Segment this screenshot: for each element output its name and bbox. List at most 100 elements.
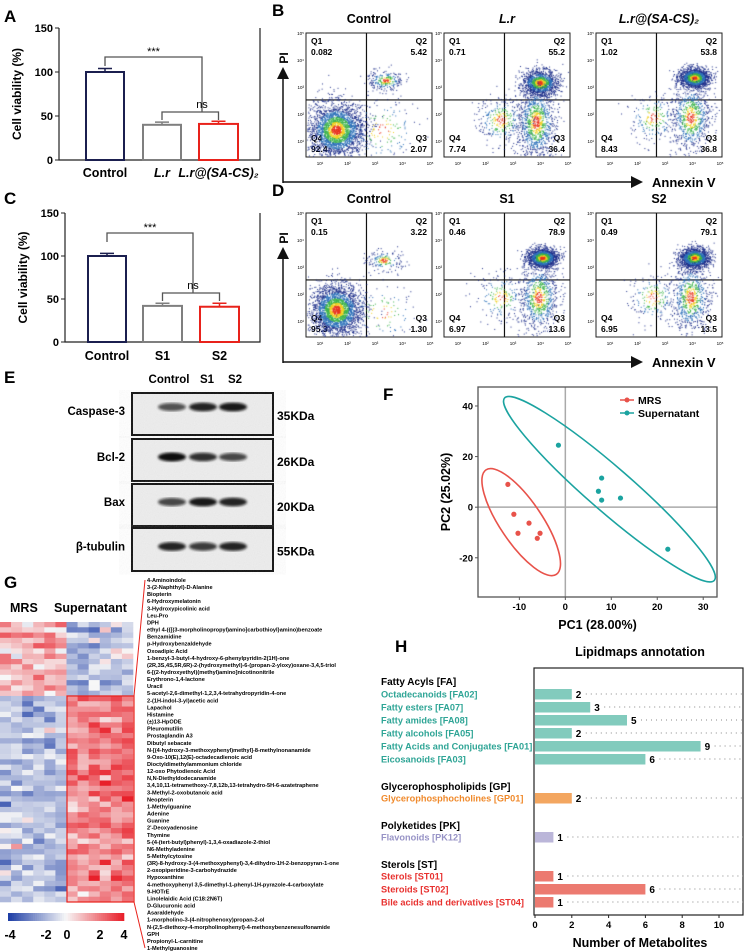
x-tick-label: 10³ — [662, 161, 669, 166]
y-tick-label: 10¹ — [297, 139, 304, 144]
x-tick-label: 30 — [698, 602, 709, 613]
colorbar-segment — [110, 913, 113, 921]
heatmap-cell — [99, 627, 112, 633]
zoom-connector — [133, 579, 146, 949]
heatmap-cell — [22, 769, 34, 776]
metabolite-label: Dioctyldimethylammonium chloride — [147, 762, 242, 768]
metabolite-label: Hypoxanthine — [147, 875, 184, 881]
heatmap-cell — [99, 732, 112, 739]
heatmap-cell — [22, 859, 34, 866]
heatmap-cell — [0, 769, 12, 776]
bar — [535, 832, 554, 843]
heatmap-cell — [11, 669, 23, 676]
metabolite-label: p-Hydroxybenzaldehyde — [147, 642, 212, 648]
metabolite-label: Thymine — [147, 833, 170, 839]
heatmap-cell — [44, 648, 56, 654]
heatmap-cell — [99, 722, 112, 728]
heatmap-cell — [0, 622, 12, 628]
colorbar-segment — [13, 913, 17, 921]
heatmap-cell — [88, 801, 101, 808]
colorbar-segment — [15, 913, 18, 921]
colorbar-segment — [120, 913, 123, 921]
heatmap-cell — [0, 865, 12, 871]
heatmap-cell — [66, 717, 78, 723]
colorbar-segment — [35, 913, 38, 921]
x-tick-label: 10⁴ — [537, 341, 544, 346]
heatmap-cell — [110, 727, 123, 734]
heatmap-cell — [11, 727, 23, 734]
heatmap-cell — [88, 653, 101, 660]
heatmap-cell — [11, 791, 23, 797]
y-tick-label: 10² — [297, 112, 304, 117]
heatmap-cell — [110, 822, 123, 829]
heatmap-cell — [44, 632, 56, 639]
heatmap-cell — [66, 690, 78, 697]
colorbar-segment — [33, 913, 36, 921]
heatmap-cell — [44, 669, 56, 676]
heatmap-cell — [55, 711, 67, 718]
colorbar-segment — [21, 913, 24, 921]
data-label: 1 — [557, 872, 563, 883]
heatmap-cell — [0, 722, 12, 728]
bar — [198, 122, 239, 161]
heatmap-cell — [110, 669, 123, 676]
heatmap-cell — [77, 886, 89, 892]
heatmap-cell — [44, 817, 56, 824]
bar — [535, 884, 646, 895]
heatmap-cell — [121, 838, 134, 845]
heatmap-cell — [88, 764, 101, 771]
colorbar-segment — [118, 913, 121, 921]
panel-label: G — [4, 573, 17, 592]
heatmap-cell — [55, 865, 67, 871]
heatmap-cell — [0, 759, 12, 765]
heatmap-cell — [99, 653, 112, 660]
heatmap-cell — [44, 743, 56, 750]
heatmap-cell — [22, 785, 34, 792]
heatmap-cell — [110, 643, 123, 649]
heatmap-cell — [0, 838, 12, 845]
heatmap-cell — [121, 828, 134, 834]
heatmap-cell — [66, 764, 78, 771]
bar — [535, 897, 554, 908]
heatmap-cell — [77, 632, 89, 639]
heatmap-cell — [121, 727, 134, 734]
heatmap-cell — [88, 717, 101, 723]
flow-plot-title: L.r@(SA-CS)₂ — [619, 12, 699, 26]
heatmap-cell — [44, 706, 56, 713]
heatmap-cell — [44, 695, 56, 702]
metabolite-label: Dibutyl sebacate — [147, 741, 191, 747]
heatmap-cell — [44, 870, 56, 876]
data-label: 5 — [631, 716, 637, 727]
heatmap-cell — [33, 643, 45, 649]
protein-band — [158, 452, 186, 462]
heatmap-cell — [33, 769, 45, 776]
heatmap-cell — [0, 680, 12, 686]
heatmap-cell — [44, 622, 56, 628]
heatmap-cell — [11, 732, 23, 739]
heatmap-cell — [121, 748, 134, 755]
x-tick-label: 10¹ — [455, 341, 462, 346]
heatmap-cell — [55, 822, 67, 829]
metabolite-label: 2-oxopiperidine-3-carbohydrazide — [147, 868, 237, 874]
heatmap-cell — [77, 791, 89, 797]
heatmap-cell — [0, 859, 12, 866]
heatmap-cell — [88, 748, 101, 755]
flow-density-plot — [596, 33, 722, 157]
heatmap-cell — [22, 690, 34, 697]
heatmap-cell — [77, 817, 89, 824]
heatmap-cell — [99, 886, 112, 892]
metabolite-label: Biopterin — [147, 592, 172, 598]
lane-label: S1 — [200, 374, 215, 386]
x-tick-label: 0 — [563, 602, 568, 613]
heatmap-cell — [33, 838, 45, 845]
heatmap-cell — [66, 769, 78, 776]
colorbar-segment — [8, 913, 11, 921]
heatmap-cell — [88, 643, 101, 649]
protein-band — [189, 402, 217, 412]
heatmap-cell — [55, 833, 67, 839]
heatmap-cell — [44, 653, 56, 660]
heatmap-cell — [44, 843, 56, 850]
y-tick-label: 50 — [41, 111, 53, 123]
protein-band — [158, 542, 186, 551]
heatmap-cell — [99, 748, 112, 755]
